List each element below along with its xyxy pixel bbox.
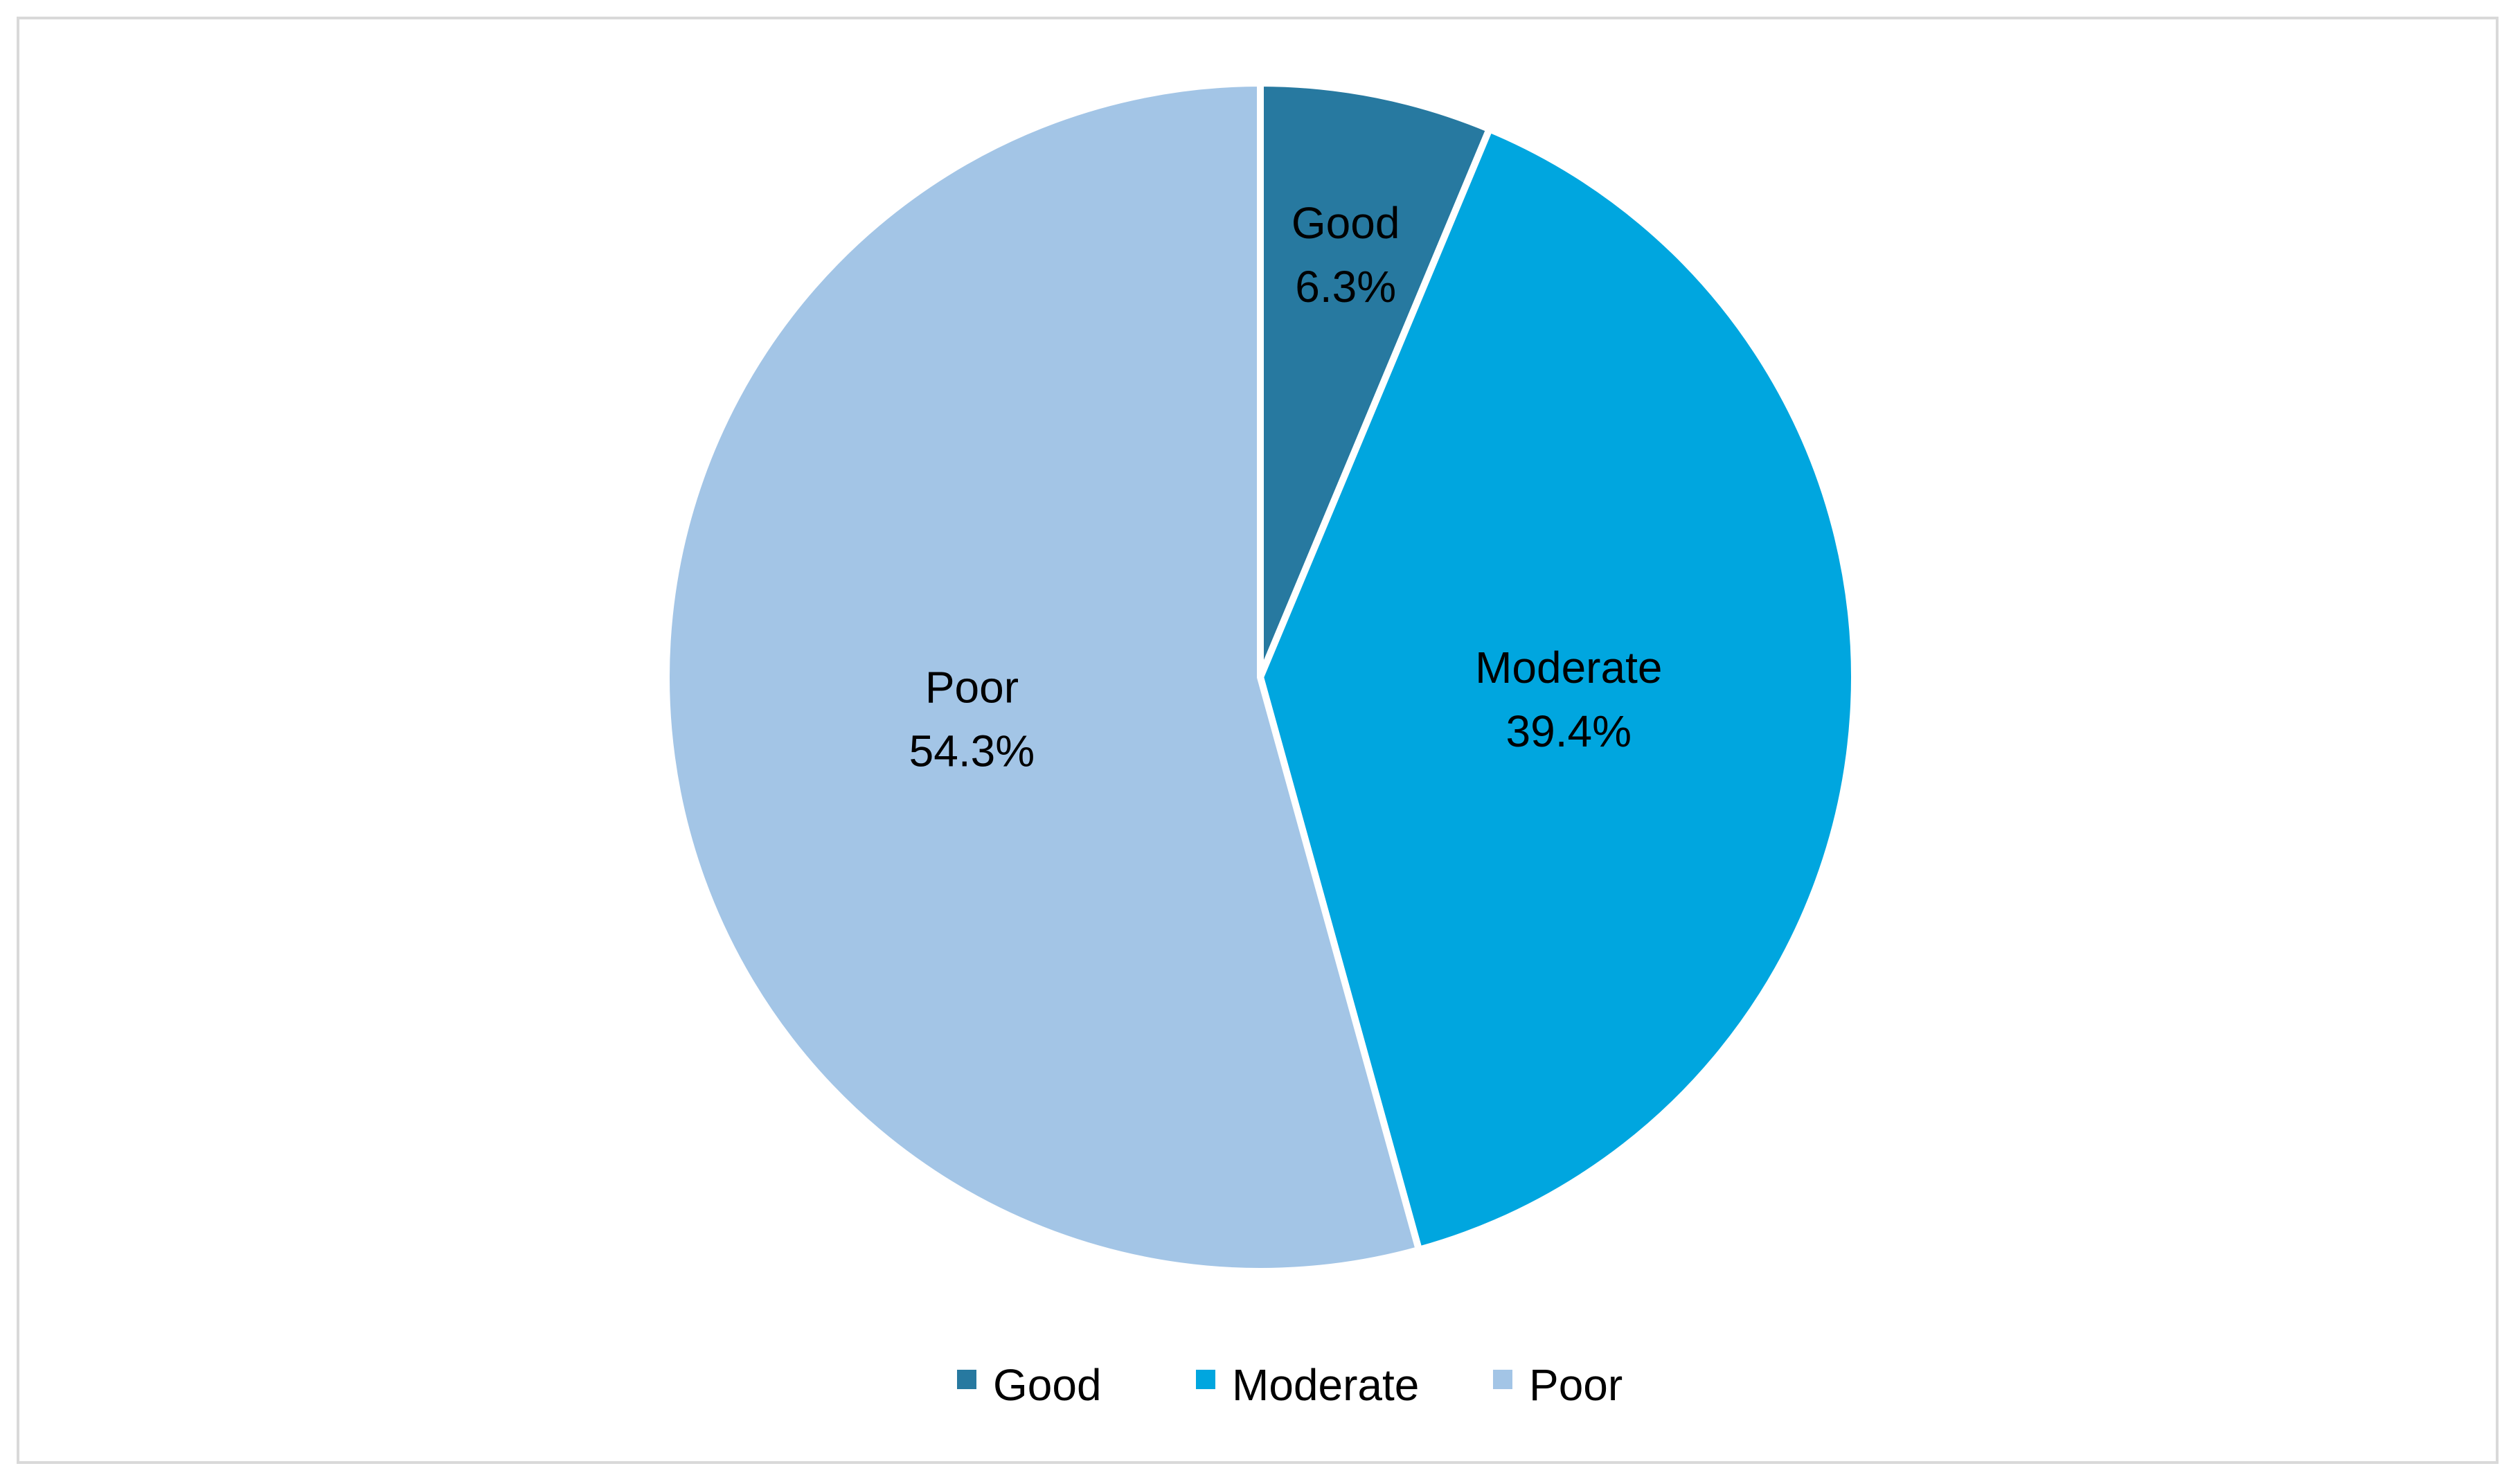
legend-item-good: Good	[957, 1360, 1102, 1410]
legend-label-moderate: Moderate	[1232, 1360, 1419, 1410]
legend-swatch-good	[957, 1370, 976, 1389]
pie-slice-poor	[663, 79, 1424, 1275]
data-label-good: Good 6.3%	[1292, 198, 1400, 312]
legend-swatch-poor	[1493, 1370, 1512, 1389]
legend-item-moderate: Moderate	[1196, 1360, 1419, 1410]
slice-labels: Good 6.3% Moderate 39.4% Poor 54.3%	[909, 198, 1663, 776]
legend: Good Moderate Poor	[957, 1360, 1623, 1410]
data-label-moderate: Moderate 39.4%	[1475, 643, 1662, 756]
legend-label-good: Good	[993, 1360, 1102, 1410]
pie-slices	[663, 79, 1858, 1275]
pie-slice-good	[1257, 79, 1494, 679]
pie-slice-moderate	[1256, 124, 1858, 1255]
legend-label-poor: Poor	[1529, 1360, 1623, 1410]
legend-item-poor: Poor	[1493, 1360, 1623, 1410]
data-label-poor: Poor 54.3%	[909, 663, 1035, 776]
legend-swatch-moderate	[1196, 1370, 1215, 1389]
